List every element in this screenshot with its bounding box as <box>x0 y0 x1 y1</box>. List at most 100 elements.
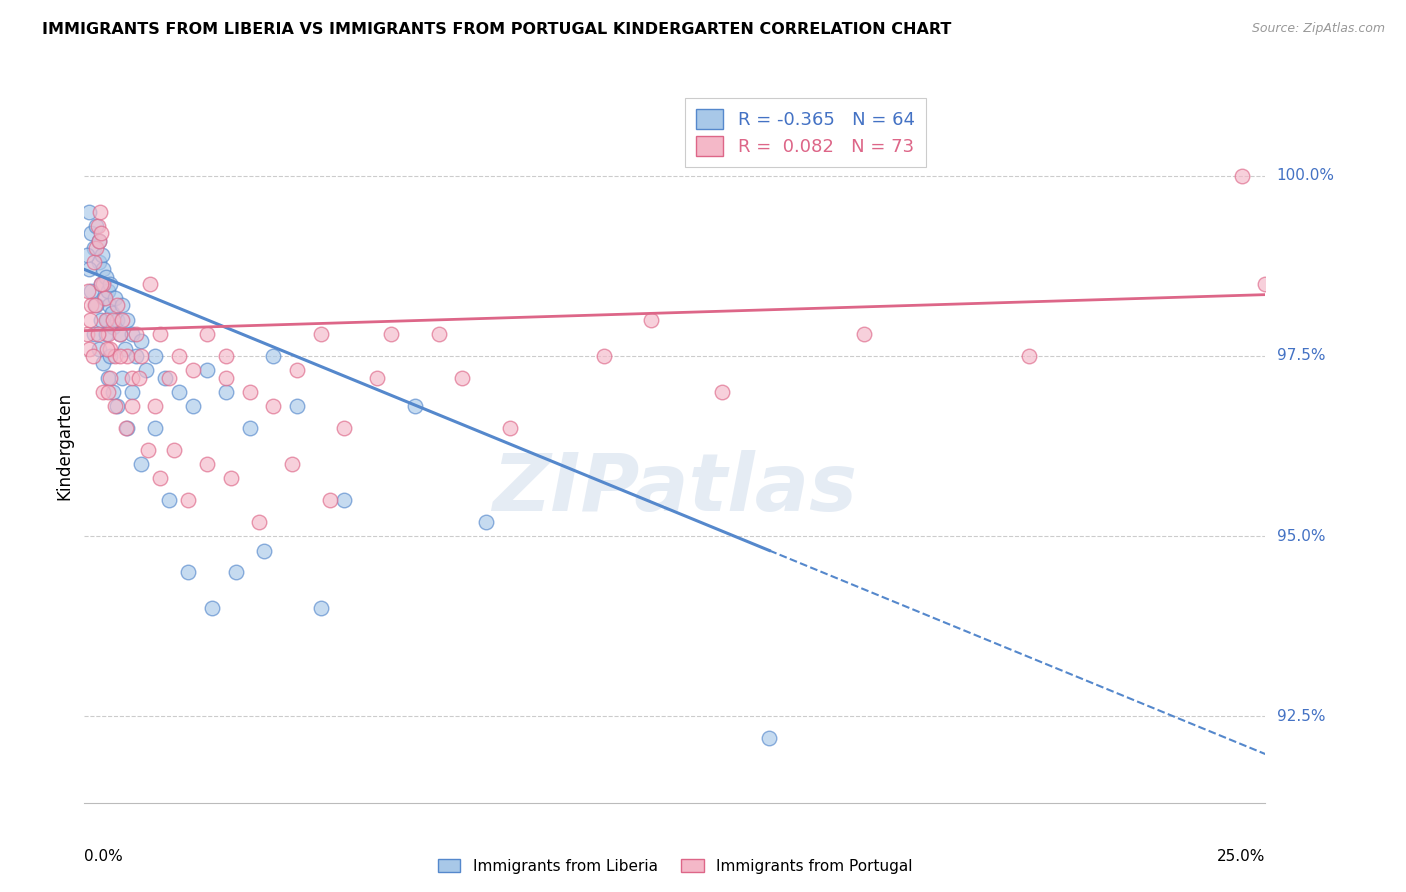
Point <box>84 298 107 312</box>
Point <box>104 349 127 363</box>
Point <box>114 342 136 356</box>
Point <box>94 327 117 342</box>
Point <box>285 400 308 414</box>
Point <box>101 384 124 399</box>
Point <box>640 313 662 327</box>
Point <box>498 421 520 435</box>
Point <box>97 327 120 342</box>
Point <box>94 313 117 327</box>
Point <box>91 356 114 370</box>
Point <box>1018 349 1040 363</box>
Point <box>90 227 112 241</box>
Point <box>219 471 242 485</box>
Point <box>80 227 103 241</box>
Point <box>195 457 218 471</box>
Point <box>1254 277 1277 291</box>
Point <box>404 400 426 414</box>
Point <box>87 255 110 269</box>
Point <box>98 277 121 291</box>
Point <box>101 320 124 334</box>
Point <box>247 515 270 529</box>
Point <box>91 262 114 277</box>
Point <box>98 349 121 363</box>
Point <box>1230 169 1253 183</box>
Point <box>97 298 120 312</box>
Point <box>149 471 172 485</box>
Legend: Immigrants from Liberia, Immigrants from Portugal: Immigrants from Liberia, Immigrants from… <box>432 853 918 880</box>
Point <box>281 457 304 471</box>
Legend: R = -0.365   N = 64, R =  0.082   N = 73: R = -0.365 N = 64, R = 0.082 N = 73 <box>686 98 925 167</box>
Point <box>285 363 308 377</box>
Point <box>153 370 176 384</box>
Point <box>319 493 342 508</box>
Text: 100.0%: 100.0% <box>1277 169 1334 183</box>
Y-axis label: Kindergarten: Kindergarten <box>55 392 73 500</box>
Text: 95.0%: 95.0% <box>1277 529 1324 543</box>
Point <box>475 515 498 529</box>
Point <box>115 313 138 327</box>
Point <box>107 298 129 312</box>
Point <box>852 327 875 342</box>
Point <box>83 255 105 269</box>
Point <box>80 284 103 298</box>
Point <box>82 349 104 363</box>
Point <box>333 421 356 435</box>
Point <box>107 313 129 327</box>
Text: ZIPatlas: ZIPatlas <box>492 450 858 528</box>
Point <box>129 334 152 349</box>
Point <box>380 327 402 342</box>
Point <box>366 370 388 384</box>
Point <box>91 248 114 262</box>
Text: IMMIGRANTS FROM LIBERIA VS IMMIGRANTS FROM PORTUGAL KINDERGARTEN CORRELATION CHA: IMMIGRANTS FROM LIBERIA VS IMMIGRANTS FR… <box>42 22 952 37</box>
Point <box>91 384 114 399</box>
Point <box>253 543 276 558</box>
Point <box>121 384 143 399</box>
Point <box>93 291 115 305</box>
Point <box>758 731 780 745</box>
Point <box>104 400 127 414</box>
Point <box>309 327 332 342</box>
Point <box>333 493 356 508</box>
Point <box>107 400 129 414</box>
Point <box>121 400 143 414</box>
Point <box>115 349 138 363</box>
Point <box>239 384 262 399</box>
Point <box>96 313 118 327</box>
Text: 0.0%: 0.0% <box>84 849 124 864</box>
Point <box>239 421 262 435</box>
Point <box>90 277 112 291</box>
Point <box>181 400 204 414</box>
Point <box>157 493 180 508</box>
Point <box>262 400 284 414</box>
Point <box>129 349 152 363</box>
Point <box>195 363 218 377</box>
Point <box>262 349 284 363</box>
Point <box>135 363 157 377</box>
Point <box>90 313 112 327</box>
Point <box>121 327 143 342</box>
Text: 97.5%: 97.5% <box>1277 349 1324 363</box>
Point <box>711 384 734 399</box>
Point <box>129 457 152 471</box>
Point <box>77 342 100 356</box>
Point <box>143 349 166 363</box>
Point <box>177 565 200 579</box>
Point <box>136 442 159 457</box>
Point <box>97 384 120 399</box>
Point <box>97 284 120 298</box>
Text: Source: ZipAtlas.com: Source: ZipAtlas.com <box>1251 22 1385 36</box>
Point <box>98 342 121 356</box>
Point <box>77 262 100 277</box>
Point <box>157 370 180 384</box>
Point <box>76 248 98 262</box>
Point <box>96 342 118 356</box>
Point <box>77 204 100 219</box>
Point <box>77 284 100 298</box>
Point <box>104 291 127 305</box>
Point <box>87 234 110 248</box>
Point <box>215 349 238 363</box>
Point <box>111 298 134 312</box>
Point <box>309 601 332 615</box>
Point <box>215 370 238 384</box>
Point <box>84 241 107 255</box>
